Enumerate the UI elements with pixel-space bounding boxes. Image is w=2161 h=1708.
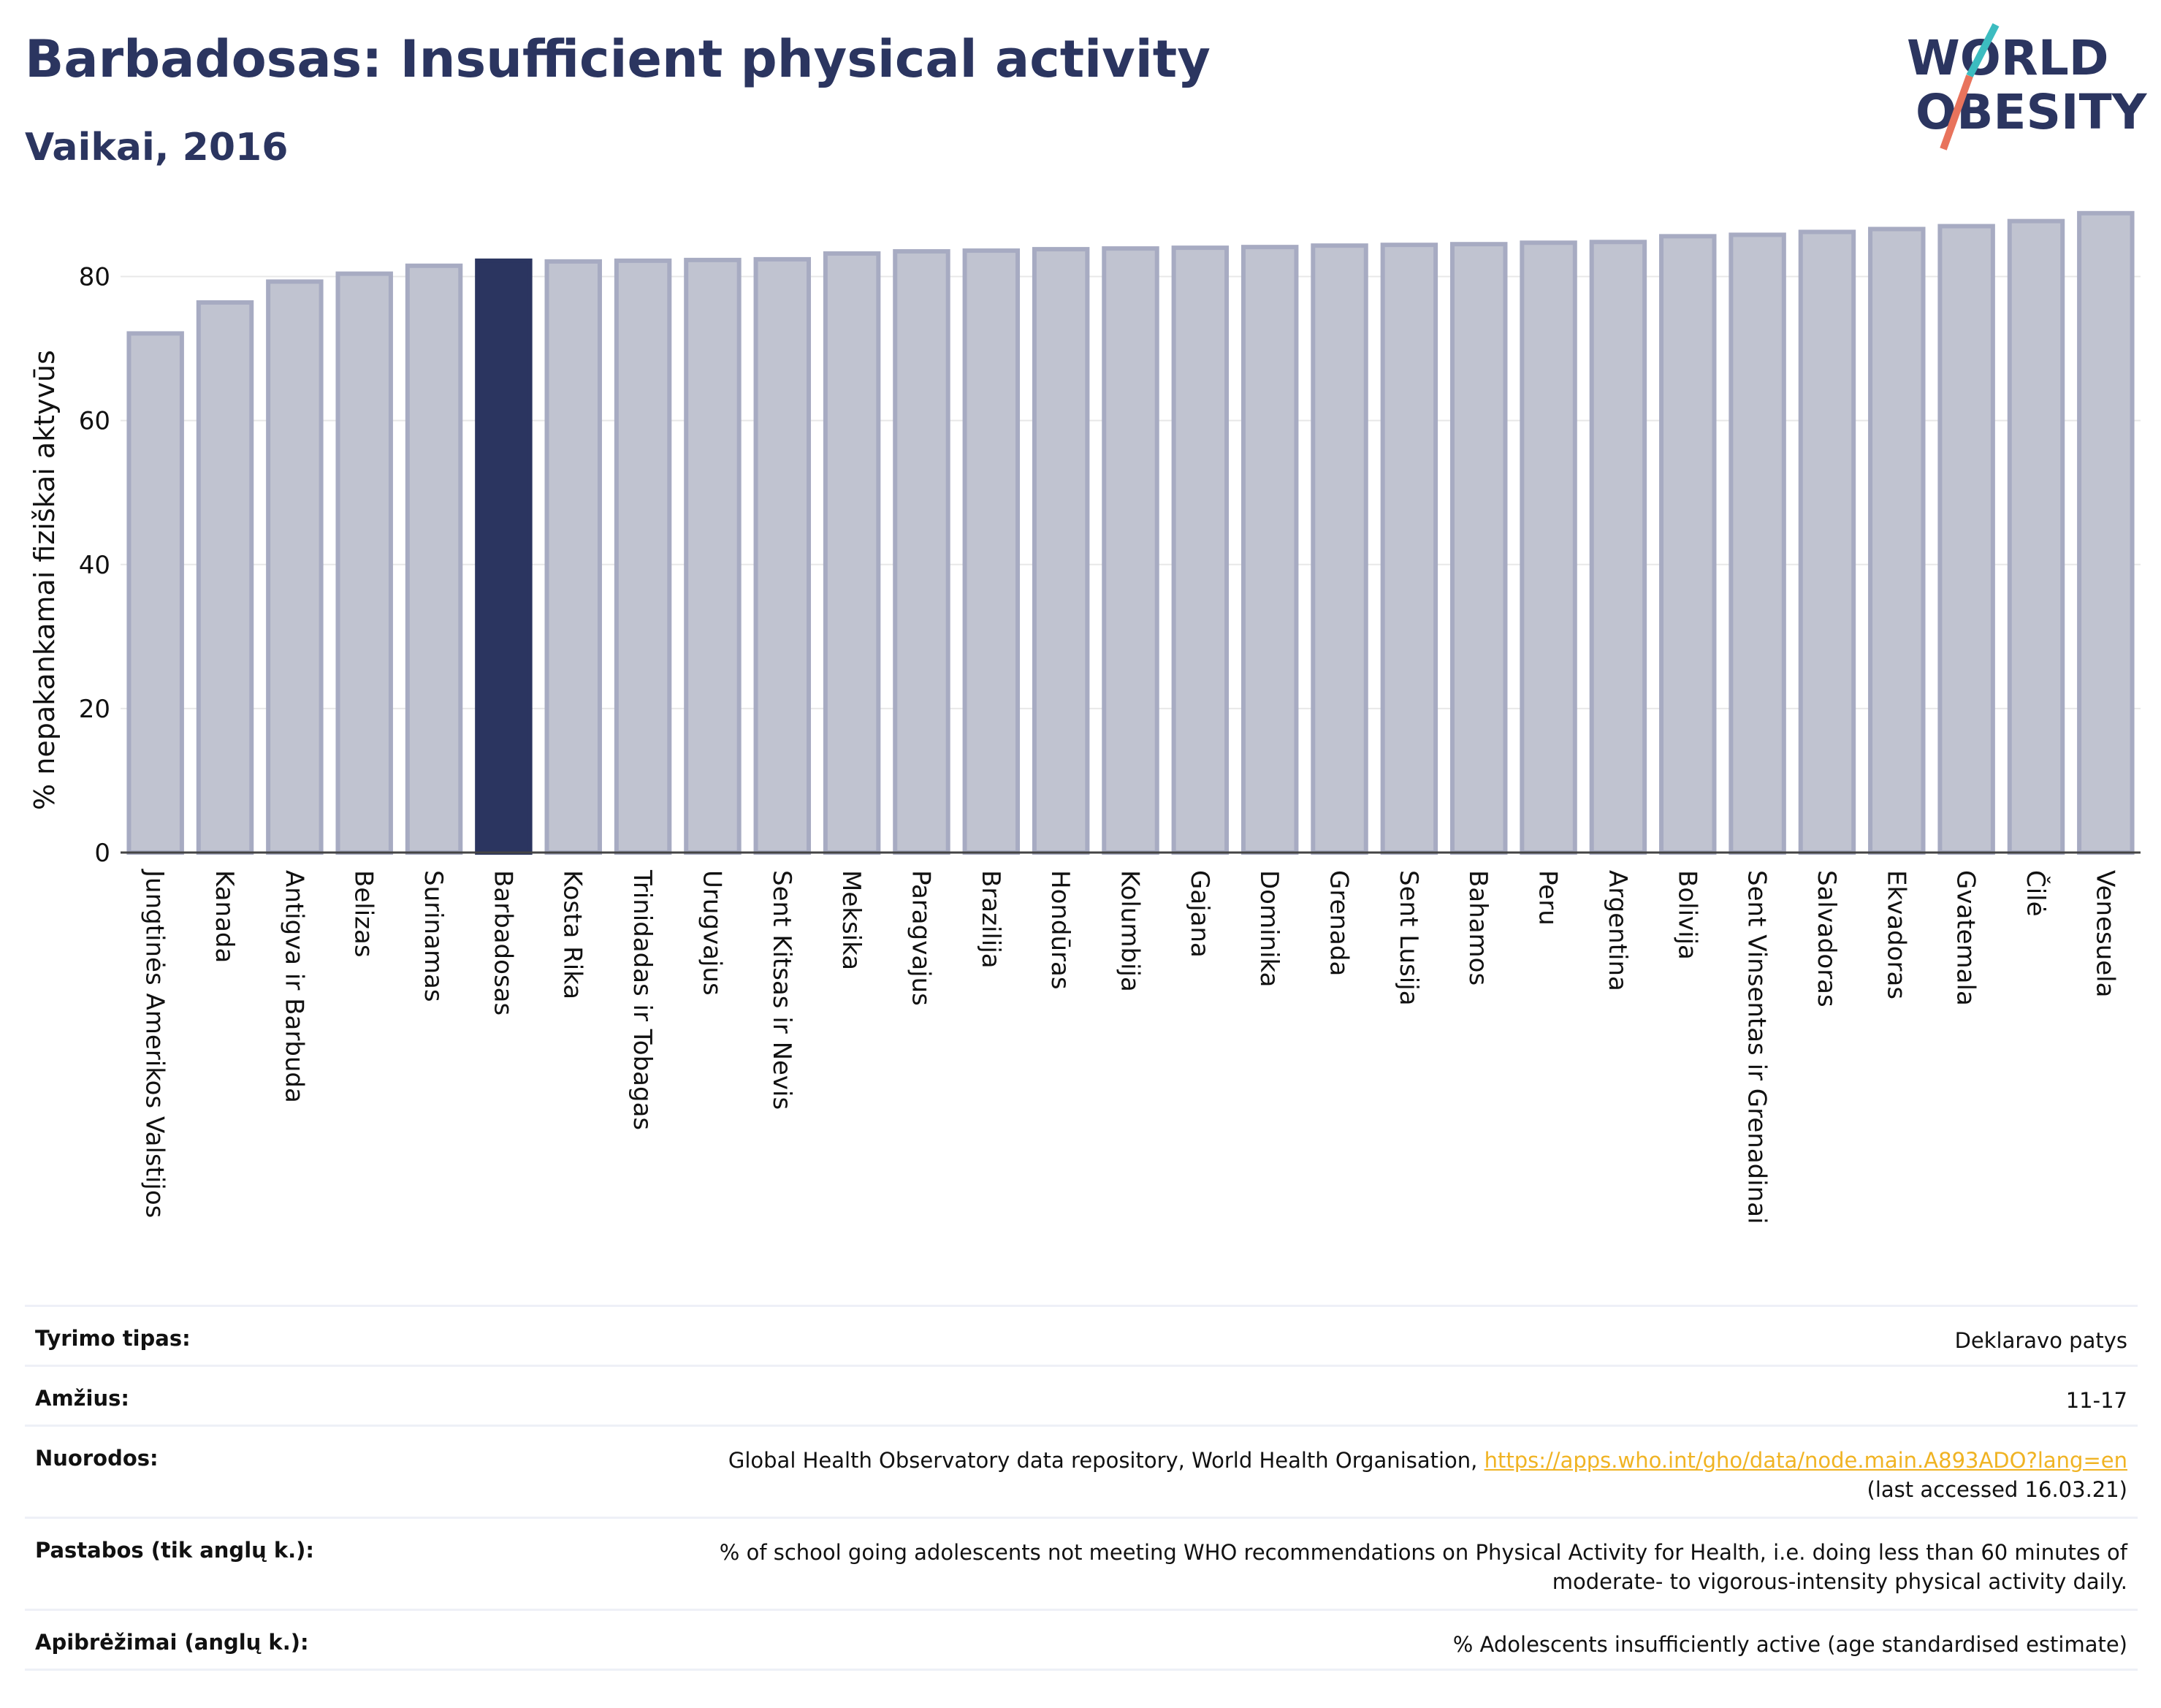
bar: [962, 248, 1021, 855]
x-tick-label: Dominika: [1254, 870, 1284, 987]
x-tick-label: Sent Kitsas ir Nevis: [767, 870, 796, 1110]
notes-line-1: % of school going adolescents not meetin…: [719, 1540, 2127, 1565]
y-tick-labels: 0 20 40 60 80: [79, 263, 110, 868]
bar: [266, 279, 324, 855]
info-row-definitions: Apibrėžimai (anglų k.): % Adolescents in…: [25, 1609, 2138, 1671]
bar: [335, 271, 393, 855]
x-tick-label: Hondūras: [1045, 870, 1075, 990]
y-tick-label: 40: [79, 551, 110, 580]
x-tick-label: Bolivija: [1672, 870, 1701, 960]
world-obesity-logo: WORLD OBESITY: [1907, 23, 2148, 150]
x-tick-label: Kosta Rika: [558, 870, 587, 999]
info-value: Global Health Observatory data repositor…: [571, 1425, 2138, 1518]
chart-subtitle: Vaikai, 2016: [25, 126, 289, 169]
reference-text: Global Health Observatory data repositor…: [728, 1448, 1485, 1473]
bar-highlighted: [475, 258, 533, 855]
x-tick-label: Antigva ir Barbuda: [279, 870, 308, 1103]
x-tick-label: Trinidadas ir Tobagas: [628, 869, 657, 1130]
x-tick-label: Salvadoras: [1812, 870, 1841, 1007]
x-tick-label: Barbadosas: [488, 870, 517, 1015]
x-tick-label: Gajana: [1185, 870, 1214, 958]
bar: [1729, 232, 1786, 855]
bar: [405, 263, 463, 855]
x-tick-label: Argentina: [1603, 870, 1632, 991]
info-row-notes: Pastabos (tik anglų k.): % of school goi…: [25, 1517, 2138, 1610]
chart-title: Barbadosas: Insufficient physical activi…: [25, 29, 1211, 89]
x-tick-label: Urugvajus: [697, 870, 726, 996]
y-tick-label: 80: [79, 263, 110, 292]
x-tick-label: Jungtinės Amerikos Valstijos: [140, 869, 169, 1218]
reference-accessed: (last accessed 16.03.21): [1867, 1477, 2127, 1502]
bar: [823, 251, 881, 855]
info-row-references: Nuorodos: Global Health Observatory data…: [25, 1425, 2138, 1518]
x-tick-label: Bahamos: [1463, 870, 1493, 985]
info-table: Tyrimo tipas: Deklaravo patys Amžius: 11…: [25, 1305, 2138, 1671]
bar: [1659, 234, 1717, 855]
x-tick-label: Paragvajus: [906, 870, 935, 1006]
bar-chart: 0 20 40 60 80 Jungtinės Amerikos Valstijos Ka…: [28, 210, 2141, 1224]
bar: [544, 259, 602, 855]
x-tick-label: Kanada: [210, 870, 239, 963]
bar: [1032, 247, 1090, 855]
bar: [2007, 218, 2065, 855]
info-label: Nuorodos:: [25, 1425, 571, 1518]
bar: [1868, 226, 1926, 855]
info-row-survey-type: Tyrimo tipas: Deklaravo patys: [25, 1305, 2138, 1366]
bar: [1520, 240, 1577, 855]
bar: [614, 258, 672, 855]
x-tick-label: Meksika: [836, 870, 866, 970]
bar: [1102, 246, 1159, 855]
bar: [1240, 245, 1299, 855]
info-label: Tyrimo tipas:: [25, 1305, 571, 1366]
bar: [2077, 210, 2135, 855]
logo-slash-coral: [1940, 75, 1973, 150]
bar: [1380, 243, 1438, 855]
x-tick-label: Grenada: [1325, 870, 1354, 976]
y-tick-label: 60: [79, 407, 110, 436]
bar: [1589, 240, 1647, 855]
bar: [1449, 242, 1508, 855]
y-axis-label: % nepakankamai fiziškai aktyvūs: [28, 350, 61, 810]
x-tick-label: Ekvadoras: [1881, 870, 1910, 999]
x-tick-label: Brazilija: [976, 870, 1005, 969]
x-tick-label: Peru: [1533, 870, 1563, 926]
info-row-age: Amžius: 11-17: [25, 1365, 2138, 1426]
logo-text-world: WORLD: [1907, 30, 2109, 86]
y-tick-label: 0: [94, 839, 110, 868]
info-label: Apibrėžimai (anglų k.):: [25, 1609, 571, 1671]
bar: [1937, 224, 1995, 855]
reference-link[interactable]: https://apps.who.int/gho/data/node.main.…: [1484, 1448, 2127, 1473]
y-tick-label: 20: [79, 695, 110, 724]
bar: [684, 257, 742, 855]
info-value: Deklaravo patys: [571, 1305, 2138, 1366]
bar: [126, 331, 184, 855]
info-value: % of school going adolescents not meetin…: [571, 1517, 2138, 1610]
x-tick-label: Venesuela: [2090, 870, 2119, 997]
info-value: 11-17: [571, 1365, 2138, 1426]
bar: [1171, 245, 1230, 855]
x-tick-label: Sent Lusija: [1394, 870, 1423, 1006]
bar: [1798, 229, 1856, 855]
info-value: % Adolescents insufficiently active (age…: [571, 1609, 2138, 1671]
bars: [126, 210, 2135, 855]
x-tick-label: Kolumbija: [1116, 870, 1145, 992]
bar: [1311, 243, 1368, 855]
x-tick-label: Gvatemala: [1951, 870, 1981, 1006]
x-tick-labels: Jungtinės Amerikos Valstijos Kanada Antigv…: [140, 869, 2120, 1224]
info-label: Pastabos (tik anglų k.):: [25, 1517, 571, 1610]
logo-slash-teal: [1966, 23, 2000, 78]
info-label: Amžius:: [25, 1365, 571, 1426]
notes-line-2: moderate- to vigorous-intensity physical…: [1552, 1569, 2127, 1594]
bar: [753, 256, 812, 855]
x-tick-label: Surinamas: [419, 870, 448, 1002]
x-tick-label: Čilė: [2021, 870, 2051, 917]
bar: [893, 249, 950, 855]
bar: [196, 300, 254, 855]
x-tick-label: Sent Vinsentas ir Grenadinai: [1742, 870, 1772, 1224]
x-tick-label: Belizas: [349, 870, 378, 958]
